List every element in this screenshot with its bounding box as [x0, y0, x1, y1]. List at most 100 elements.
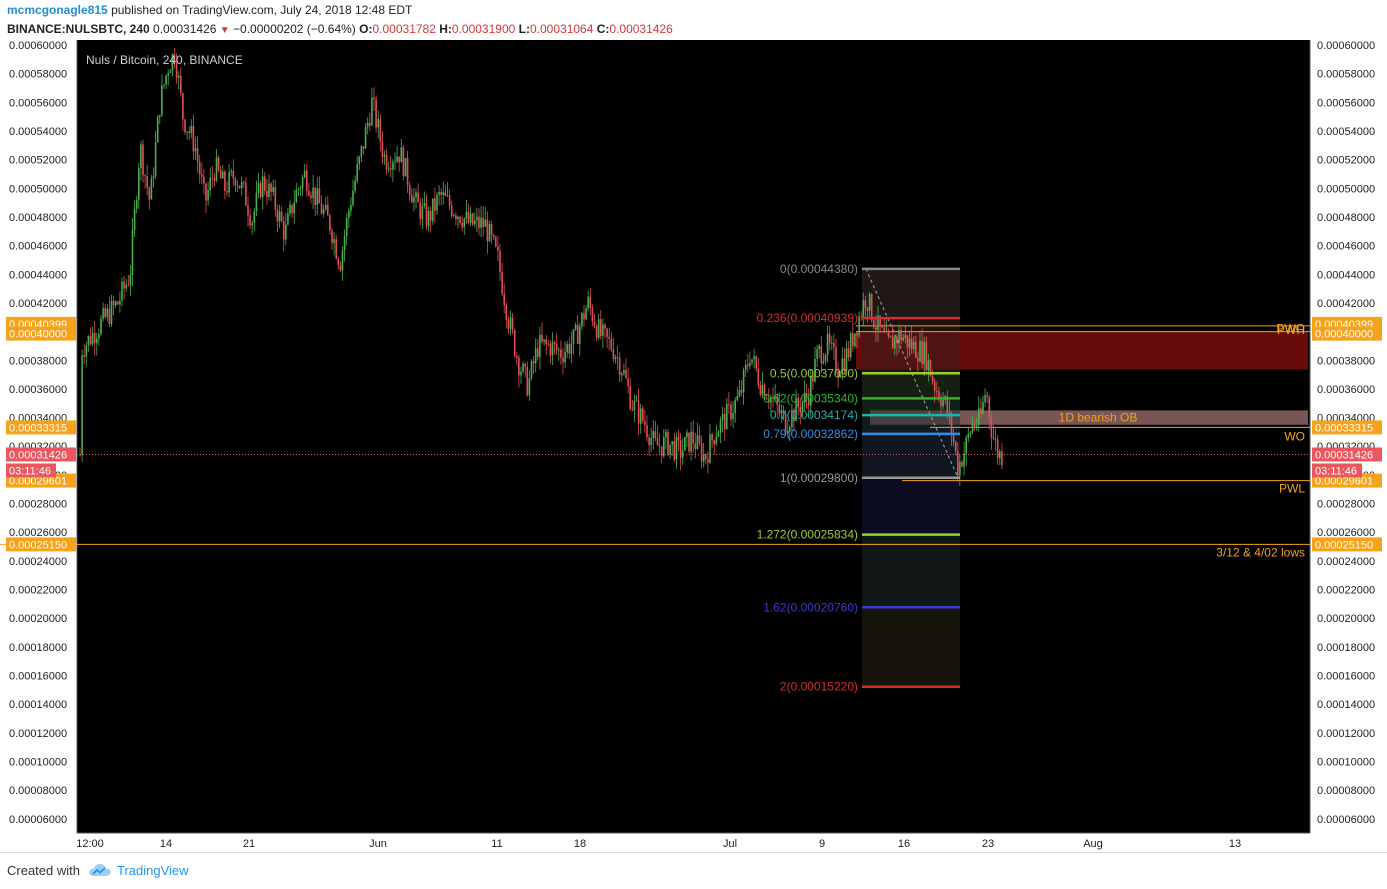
- candle-body: [612, 349, 615, 360]
- time-tick: 18: [574, 838, 586, 850]
- right-price-tick: 0.00038000: [1317, 355, 1375, 367]
- candle-body: [791, 410, 793, 428]
- candle-body: [469, 213, 472, 223]
- candle-body: [780, 411, 783, 414]
- candle-body: [990, 418, 993, 438]
- candle-body: [984, 395, 986, 403]
- left-price-tick: 0.00044000: [9, 269, 67, 281]
- symbol-info: BINANCE:NULSBTC, 240 0.00031426 ▼ −0.000…: [7, 22, 673, 36]
- candle-body: [339, 265, 342, 271]
- bearish-ob-label: 1D bearish OB: [1059, 410, 1138, 424]
- candle-body: [803, 392, 806, 403]
- candle-body: [106, 308, 109, 318]
- candle-body: [375, 99, 377, 128]
- candle-body: [595, 326, 598, 338]
- author-link[interactable]: mcmcgonagle815: [7, 3, 108, 17]
- candle-body: [782, 411, 785, 414]
- candle-body: [759, 385, 762, 395]
- candle-body: [482, 217, 484, 227]
- left-level-tag-bg: [6, 537, 76, 552]
- candle-body: [732, 412, 734, 420]
- candle-body: [994, 438, 997, 440]
- candle-body: [988, 396, 991, 419]
- fib-band: [862, 534, 960, 608]
- candle-body: [175, 63, 178, 78]
- candle-body: [688, 432, 690, 452]
- candle-body: [761, 384, 764, 395]
- candle-body: [419, 202, 421, 220]
- fib-band: [862, 373, 960, 399]
- candle-body: [698, 435, 701, 443]
- candle-body: [879, 315, 881, 327]
- symbol-label: BINANCE:NULSBTC, 240: [7, 22, 150, 36]
- candle-body: [637, 400, 640, 424]
- tradingview-link[interactable]: TradingView: [117, 863, 189, 878]
- candle-body: [484, 219, 487, 227]
- candle-body: [555, 343, 558, 350]
- candle-body: [820, 345, 823, 364]
- candle-body: [293, 202, 295, 214]
- candle-body: [211, 177, 214, 179]
- candle-body: [327, 204, 329, 216]
- tradingview-cloud-icon[interactable]: [88, 862, 112, 878]
- candle-body: [915, 341, 917, 358]
- candle-body: [717, 432, 720, 437]
- candle-body: [858, 316, 860, 336]
- right-current-price-tag: 0.00031426: [1315, 449, 1373, 461]
- left-price-tick: 0.00018000: [9, 642, 67, 654]
- candle-body: [381, 141, 384, 157]
- chart-area[interactable]: 0.00006000 0.00006000 0.00008000 0.00008000…: [0, 40, 1387, 852]
- left-axis-panel: [0, 40, 77, 852]
- left-level-tag: 0.00029601: [9, 476, 67, 488]
- candle-body: [203, 176, 205, 184]
- left-price-tick: 0.00060000: [9, 40, 67, 52]
- candle-body: [207, 190, 209, 201]
- candle-body: [429, 210, 432, 221]
- candle-body: [826, 333, 829, 355]
- right-price-tick: 0.00058000: [1317, 69, 1375, 81]
- right-price-tick: 0.00048000: [1317, 212, 1375, 224]
- candle-body: [358, 156, 361, 165]
- candle-body: [707, 459, 709, 463]
- candle-body: [608, 336, 610, 339]
- candle-body: [786, 431, 789, 434]
- candle-body: [335, 239, 337, 259]
- candle-body: [148, 187, 151, 200]
- candle-body: [171, 54, 174, 72]
- candle-body: [921, 341, 923, 364]
- candle-body: [757, 368, 760, 386]
- left-level-tag: 0.00040000: [9, 329, 67, 341]
- low-value: 0.00031064: [529, 22, 594, 36]
- candle-body: [121, 281, 123, 301]
- time-axis-panel: [0, 833, 1387, 852]
- candle-body: [467, 211, 470, 223]
- close-value: 0.00031426: [609, 22, 673, 36]
- candle-body: [438, 192, 440, 195]
- candle-body: [896, 337, 898, 344]
- candle-body: [348, 210, 350, 219]
- candle-body: [705, 454, 707, 460]
- fib-band: [862, 415, 960, 434]
- candle-body: [933, 381, 936, 391]
- candle-body: [219, 169, 222, 179]
- fib-band: [862, 398, 960, 416]
- left-price-tick: 0.00046000: [9, 241, 67, 253]
- candle-body: [967, 433, 970, 438]
- candle-body: [604, 324, 606, 329]
- candle-body: [562, 357, 564, 363]
- candle-body: [606, 328, 608, 337]
- candle-body: [465, 211, 468, 219]
- candle-body: [795, 398, 797, 422]
- candle-body: [822, 361, 825, 364]
- price-chart[interactable]: 0.00006000 0.00006000 0.00008000 0.00008000…: [0, 40, 1387, 852]
- candle-body: [602, 324, 604, 336]
- candle-body: [324, 204, 327, 210]
- left-price-tick: 0.00006000: [9, 814, 67, 826]
- candle-body: [600, 319, 602, 336]
- candle-body: [621, 373, 623, 376]
- candle-body: [814, 358, 816, 382]
- candle-body: [908, 338, 911, 348]
- candle-body: [902, 337, 904, 341]
- candle-body: [799, 407, 802, 413]
- candle-body: [770, 397, 772, 403]
